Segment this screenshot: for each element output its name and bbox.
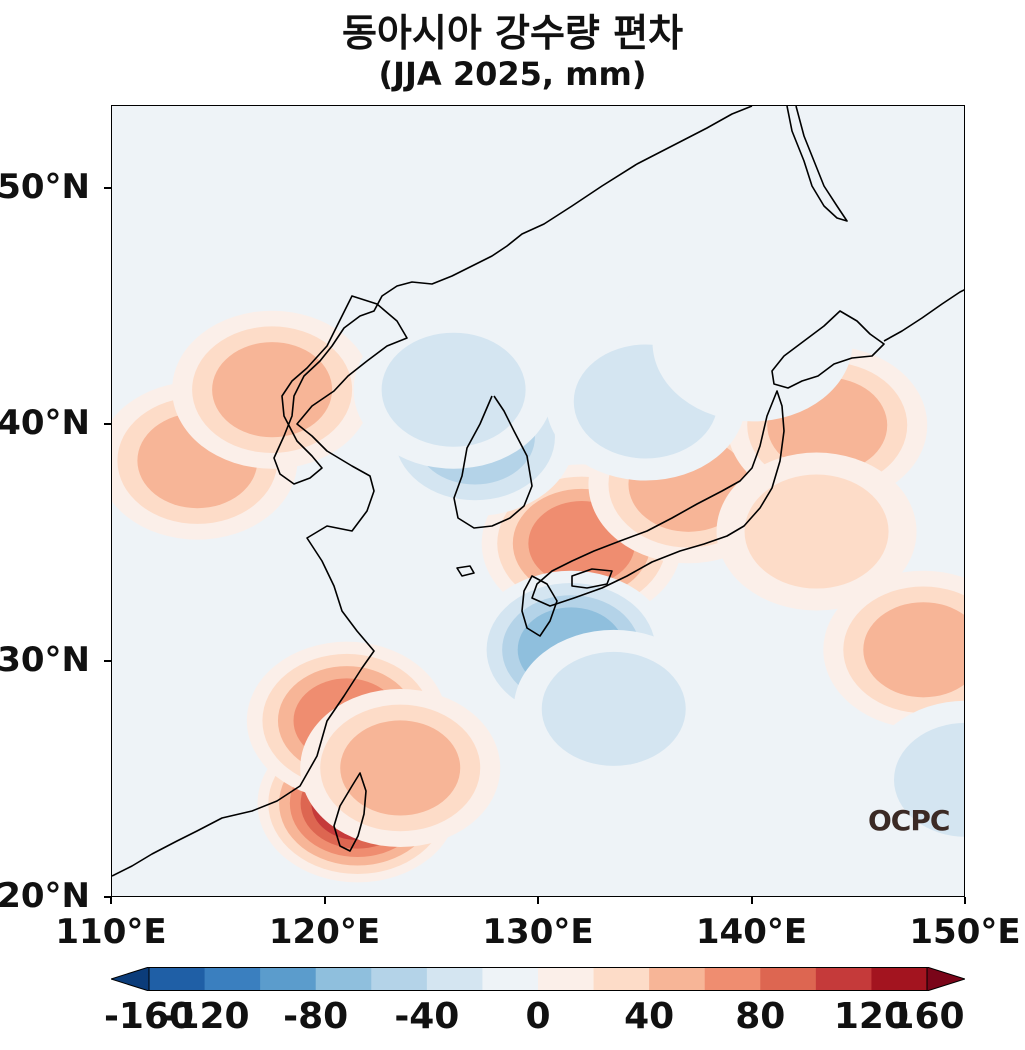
longitude-label: 130°E	[482, 912, 594, 952]
anomaly-contour	[744, 474, 889, 589]
colorbar-segment	[315, 967, 372, 991]
map-subtitle: (JJA 2025, mm)	[378, 55, 647, 93]
anomaly-center-9	[716, 452, 917, 611]
coastline-sakhalin	[786, 106, 848, 222]
ocpc-logo: OCPC	[868, 804, 950, 837]
anomaly-contour	[212, 342, 333, 438]
longitude-tick	[537, 897, 539, 904]
latitude-tick	[104, 186, 111, 189]
colorbar-segment	[149, 967, 206, 991]
colorbar-segment	[815, 967, 872, 991]
latitude-tick	[104, 659, 111, 662]
map-canvas	[112, 106, 964, 883]
colorbar-tick-label: -40	[394, 996, 460, 1037]
anomaly-contour	[340, 720, 461, 816]
colorbar-tick-label: 40	[624, 996, 675, 1037]
colorbar-segment	[204, 967, 261, 991]
colorbar-segment	[593, 967, 650, 991]
colorbar-segment	[426, 967, 483, 991]
anomaly-center-18	[866, 700, 964, 859]
latitude-label: 20°N	[0, 876, 90, 916]
longitude-label: 120°E	[268, 912, 381, 952]
latitude-label: 30°N	[0, 639, 90, 680]
anomaly-field	[112, 106, 964, 883]
colorbar-extend-high	[926, 967, 965, 991]
map-title: 동아시아 강수량 편차	[341, 11, 684, 55]
colorbar-tick-label: 120	[833, 996, 909, 1037]
colorbar-tick-label: -80	[283, 996, 349, 1037]
colorbar-segment	[704, 967, 761, 991]
coastline-asia-mainland	[112, 106, 753, 877]
anomaly-center-7	[172, 310, 373, 469]
coastline-honshu	[531, 390, 785, 607]
latitude-tick	[104, 423, 111, 426]
anomaly-contour	[541, 651, 686, 766]
anomaly-contour	[863, 602, 964, 698]
longitude-tick	[750, 897, 753, 904]
anomaly-center-8	[823, 570, 964, 729]
longitude-label: 150°E	[909, 912, 1021, 952]
longitude-tick	[964, 897, 966, 904]
colorbar-frame	[148, 967, 928, 991]
anomaly-center-12	[513, 629, 714, 788]
anomaly-contour	[449, 168, 650, 327]
colorbar-segment	[371, 967, 428, 991]
colorbar-segment	[649, 967, 706, 991]
colorbar-segment	[760, 967, 817, 991]
anomaly-center-2	[300, 688, 501, 847]
anomaly-center-16	[449, 168, 650, 327]
colorbar-tick-label: -160	[103, 996, 195, 1037]
latitude-tick	[104, 896, 111, 898]
anomaly-contour	[894, 722, 964, 837]
coastline-taiwan	[333, 772, 367, 852]
coastline-kuril	[883, 289, 964, 342]
anomaly-center-17	[652, 263, 853, 422]
longitude-label: 110°E	[55, 912, 167, 952]
colorbar-segment	[538, 967, 595, 991]
coastline-shikoku	[571, 568, 613, 589]
longitude-label: 140°E	[695, 912, 808, 952]
coastline-jeju	[456, 565, 475, 577]
longitude-tick	[323, 897, 326, 904]
latitude-label: 40°N	[0, 403, 90, 444]
coastline-kyushu	[521, 575, 558, 637]
longitude-tick	[110, 897, 112, 904]
colorbar-segment	[482, 967, 539, 991]
colorbar-tick-label: 160	[889, 996, 965, 1037]
colorbar-tick-label: 0	[525, 996, 551, 1037]
colorbar-segment	[260, 967, 317, 991]
anomaly-map	[111, 105, 965, 897]
colorbar-tick-label: -120	[159, 996, 250, 1037]
colorbar	[111, 967, 965, 991]
coastline-hokkaido	[771, 310, 885, 389]
latitude-label: 50°N	[0, 166, 90, 207]
anomaly-contour	[652, 263, 853, 422]
coastline	[112, 106, 964, 877]
colorbar-segment	[871, 967, 928, 991]
colorbar-tick-label: 80	[735, 996, 786, 1037]
anomaly-center-14	[353, 310, 554, 469]
anomaly-contour	[381, 332, 526, 447]
colorbar-extend-low	[111, 967, 150, 991]
coastline-korea	[453, 395, 533, 529]
